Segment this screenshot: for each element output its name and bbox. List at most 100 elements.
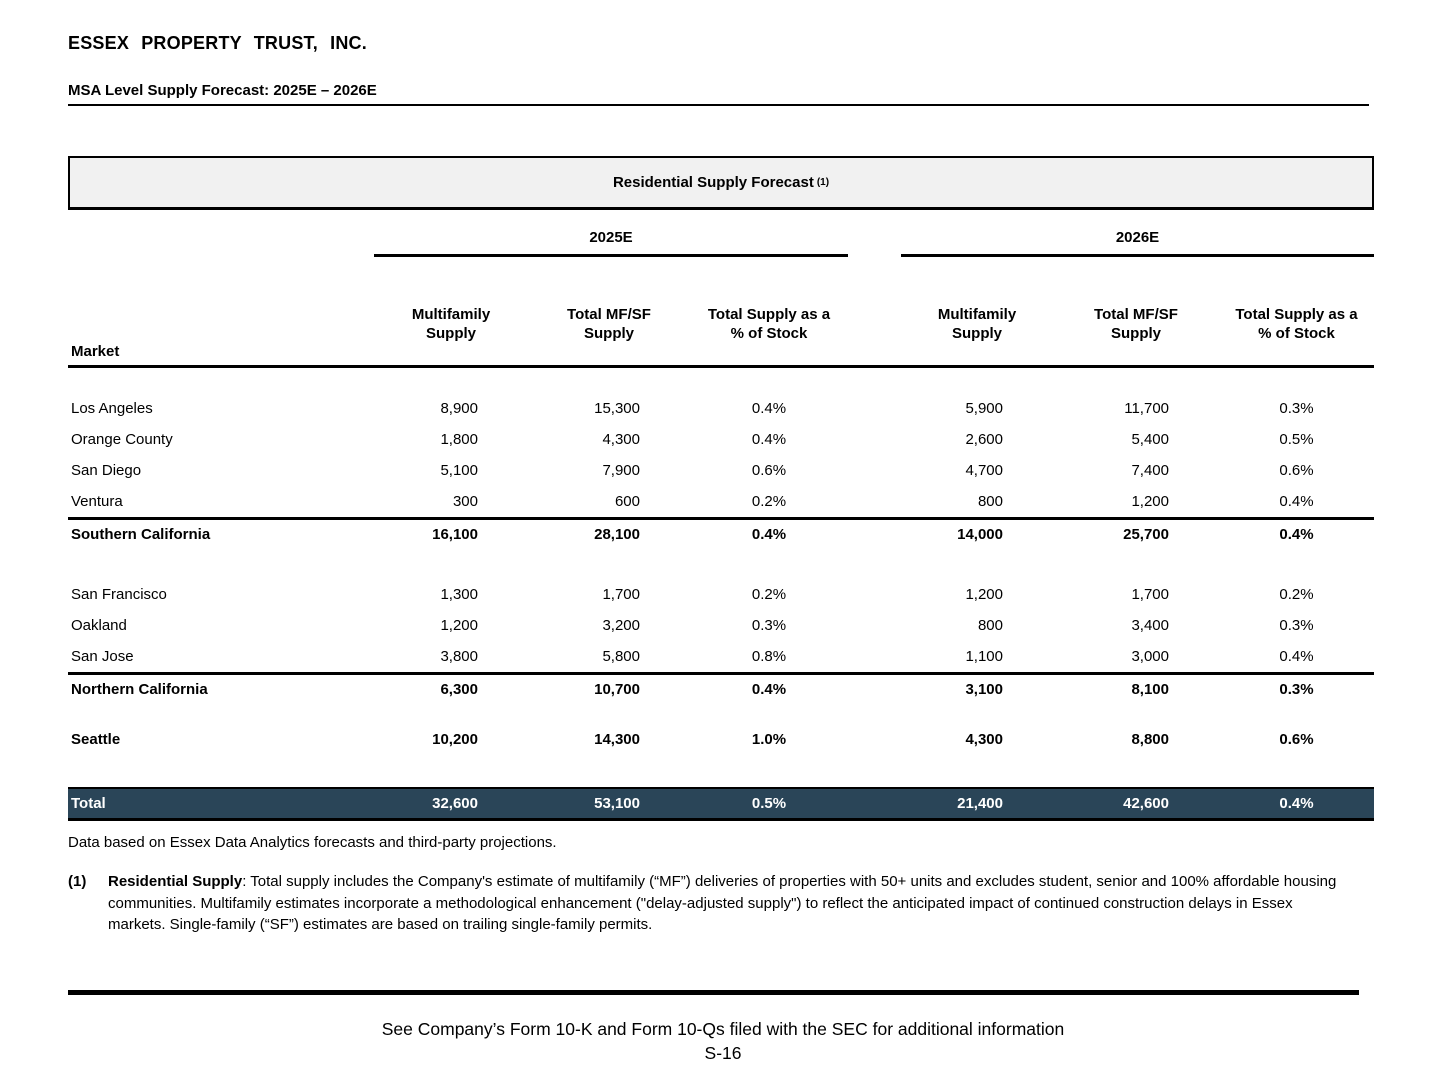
value-cell-multifamily-2026: 4,700 — [965, 462, 1003, 479]
value-cell-total-mfsf-2025: 15,300 — [594, 400, 640, 417]
year-group-header-row: 2025E 2026E — [68, 210, 1374, 257]
value-cell-multifamily-2025: 3,800 — [440, 648, 478, 665]
report-subtitle: MSA Level Supply Forecast: 2025E – 2026E — [68, 82, 1369, 106]
table-row: Northern California 6,300 10,700 0.4% 3,… — [68, 672, 1374, 703]
column-header-row: Market Multifamily Supply Total MF/SF Su… — [68, 257, 1374, 368]
value-cell-multifamily-2026: 5,900 — [965, 400, 1003, 417]
spacer-row — [68, 755, 1378, 787]
value-cell-pct-stock-2026: 0.4% — [1279, 795, 1314, 812]
table-row: Ventura 300 600 0.2% 800 1,200 0.4% — [68, 486, 1374, 517]
value-cell-multifamily-2026: 21,400 — [957, 795, 1003, 812]
table-title: Residential Supply Forecast — [612, 174, 814, 191]
value-cell-pct-stock-2026: 0.4% — [1279, 493, 1314, 510]
value-cell-multifamily-2026: 2,600 — [965, 431, 1003, 448]
value-cell-total-mfsf-2025: 5,800 — [602, 648, 640, 665]
spacer-row — [68, 703, 1378, 724]
market-header: Market — [71, 343, 120, 360]
footnote-label: Residential Supply — [108, 873, 243, 890]
value-cell-multifamily-2025: 32,600 — [432, 795, 478, 812]
column-header-multifamily-supply-2026: Multifamily Supply — [937, 306, 1017, 342]
value-cell-multifamily-2026: 1,100 — [965, 648, 1003, 665]
value-cell-total-mfsf-2026: 1,700 — [1131, 586, 1169, 603]
column-header-total-mfsf-supply-2026: Total MF/SF Supply — [1094, 306, 1178, 342]
footnote-text: Residential Supply: Total supply include… — [108, 871, 1343, 936]
year-group-2026: 2026E — [901, 229, 1374, 257]
footnote: (1) Residential Supply: Total supply inc… — [68, 871, 1378, 936]
value-cell-total-mfsf-2025: 7,900 — [602, 462, 640, 479]
value-cell-pct-stock-2026: 0.6% — [1279, 462, 1314, 479]
value-cell-total-mfsf-2026: 5,400 — [1131, 431, 1169, 448]
value-cell-multifamily-2026: 14,000 — [957, 525, 1003, 543]
column-gap — [848, 424, 901, 455]
market-cell: Ventura — [71, 493, 123, 510]
value-cell-total-mfsf-2025: 10,700 — [594, 680, 640, 698]
value-cell-multifamily-2026: 3,100 — [965, 680, 1003, 698]
page-content: ESSEX PROPERTY TRUST, INC. MSA Level Sup… — [68, 0, 1378, 936]
column-header-pct-of-stock-2025: Total Supply as a % of Stock — [707, 306, 831, 342]
value-cell-pct-stock-2025: 0.8% — [751, 648, 787, 665]
market-cell: San Diego — [71, 462, 142, 479]
column-gap — [848, 674, 901, 705]
value-cell-pct-stock-2025: 0.4% — [751, 680, 787, 698]
value-cell-multifamily-2025: 8,900 — [440, 400, 478, 417]
table-row: Oakland 1,200 3,200 0.3% 800 3,400 0.3% — [68, 610, 1374, 641]
value-cell-total-mfsf-2026: 3,000 — [1131, 648, 1169, 665]
table-row: Southern California 16,100 28,100 0.4% 1… — [68, 517, 1374, 548]
footnote-body-text: : Total supply includes the Company's es… — [108, 873, 1337, 933]
value-cell-pct-stock-2026: 0.5% — [1279, 431, 1314, 448]
market-cell: Northern California — [71, 680, 208, 698]
value-cell-multifamily-2025: 10,200 — [432, 731, 478, 748]
column-header-pct-of-stock-2026: Total Supply as a % of Stock — [1235, 306, 1358, 342]
value-cell-total-mfsf-2025: 53,100 — [594, 795, 640, 812]
source-note: Data based on Essex Data Analytics forec… — [68, 834, 557, 851]
column-header-multifamily-supply-2025: Multifamily Supply — [411, 306, 491, 342]
table-row: Los Angeles 8,900 15,300 0.4% 5,900 11,7… — [68, 393, 1374, 424]
value-cell-pct-stock-2025: 0.2% — [751, 493, 787, 510]
column-header-total-mfsf-supply-2025: Total MF/SF Supply — [567, 306, 651, 342]
table-row: San Diego 5,100 7,900 0.6% 4,700 7,400 0… — [68, 455, 1374, 486]
value-cell-pct-stock-2025: 0.6% — [751, 462, 787, 479]
value-cell-multifamily-2026: 1,200 — [965, 586, 1003, 603]
value-cell-total-mfsf-2025: 600 — [614, 493, 640, 510]
value-cell-pct-stock-2026: 0.3% — [1279, 680, 1314, 698]
column-gap — [848, 610, 901, 641]
value-cell-pct-stock-2025: 0.4% — [751, 400, 787, 417]
value-cell-multifamily-2025: 300 — [452, 493, 478, 510]
value-cell-pct-stock-2025: 1.0% — [751, 731, 787, 748]
footnote-marker: (1) — [68, 873, 87, 890]
value-cell-multifamily-2025: 5,100 — [440, 462, 478, 479]
value-cell-total-mfsf-2025: 28,100 — [594, 525, 640, 543]
market-cell: Los Angeles — [71, 400, 153, 417]
value-cell-pct-stock-2026: 0.3% — [1279, 617, 1314, 634]
column-gap — [848, 393, 901, 424]
value-cell-pct-stock-2025: 0.4% — [751, 431, 787, 448]
value-cell-total-mfsf-2026: 42,600 — [1123, 795, 1169, 812]
column-gap — [848, 789, 901, 818]
value-cell-total-mfsf-2025: 3,200 — [602, 617, 640, 634]
market-cell: Seattle — [71, 731, 121, 748]
market-cell: Orange County — [71, 431, 173, 448]
table-row: Seattle 10,200 14,300 1.0% 4,300 8,800 0… — [68, 724, 1374, 755]
value-cell-multifamily-2025: 1,800 — [440, 431, 478, 448]
table-title-box: Residential Supply Forecast (1) — [68, 156, 1374, 210]
market-cell: Total — [71, 795, 106, 812]
value-cell-total-mfsf-2026: 1,200 — [1131, 493, 1169, 510]
value-cell-total-mfsf-2025: 1,700 — [602, 586, 640, 603]
table-title-footnote-ref: (1) — [816, 177, 830, 188]
column-gap — [848, 519, 901, 550]
table-row: San Francisco 1,300 1,700 0.2% 1,200 1,7… — [68, 579, 1374, 610]
column-gap — [848, 486, 901, 517]
value-cell-multifamily-2026: 4,300 — [965, 731, 1003, 748]
value-cell-multifamily-2026: 800 — [977, 493, 1003, 510]
market-cell: Oakland — [71, 617, 127, 634]
value-cell-pct-stock-2026: 0.4% — [1279, 525, 1314, 543]
value-cell-pct-stock-2025: 0.5% — [751, 795, 787, 812]
table-body: Los Angeles 8,900 15,300 0.4% 5,900 11,7… — [68, 368, 1378, 821]
value-cell-total-mfsf-2026: 7,400 — [1131, 462, 1169, 479]
table-row: Orange County 1,800 4,300 0.4% 2,600 5,4… — [68, 424, 1374, 455]
value-cell-multifamily-2025: 6,300 — [440, 680, 478, 698]
market-cell: Southern California — [71, 525, 211, 543]
page-number: S-16 — [704, 1043, 742, 1063]
table-row: Total 32,600 53,100 0.5% 21,400 42,600 0… — [68, 787, 1374, 821]
value-cell-total-mfsf-2025: 4,300 — [602, 431, 640, 448]
